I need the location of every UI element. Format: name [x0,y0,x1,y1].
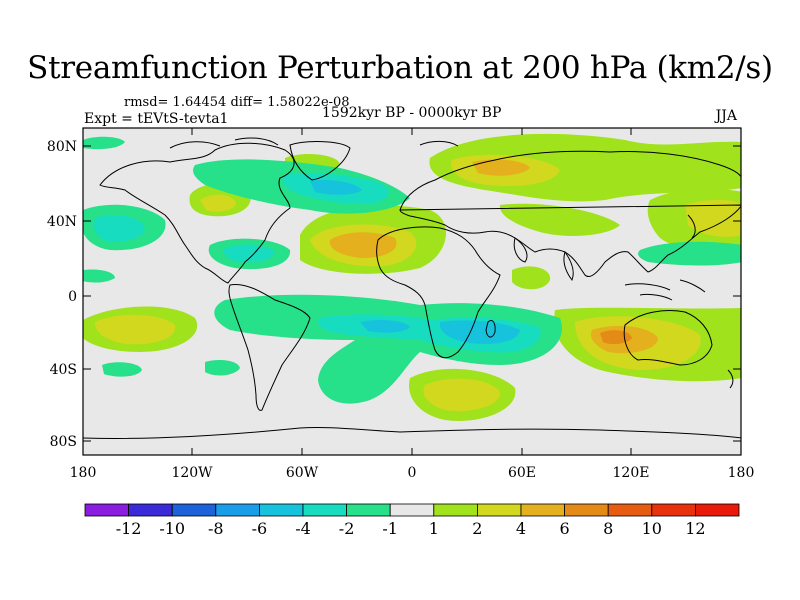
period-label: 1592kyr BP - 0000kyr BP [322,105,502,121]
colorbar-label: -4 [295,519,311,538]
colorbar-label: 12 [685,519,705,538]
colorbar-swatch [84,503,129,517]
map-panel [82,127,742,456]
colorbar-label: -6 [252,519,268,538]
colorbar-swatch [128,503,173,517]
colorbar-swatch [258,503,304,517]
lon-tick-label: 180 [728,465,755,481]
axis-tick-marks [83,128,741,455]
colorbar-swatch [476,503,522,517]
colorbar-label: -12 [116,519,142,538]
lon-tick-label: 60E [508,465,536,481]
colorbar-label: -1 [382,519,398,538]
colorbar-label: 4 [516,519,526,538]
colorbar-label: 8 [603,519,613,538]
colorbar-swatch [564,503,609,517]
colorbar-swatch [389,503,435,517]
contour-fills [83,133,741,421]
lat-tick-label: 40S [50,362,77,378]
colorbar [84,503,740,517]
lat-tick-label: 0 [68,289,77,305]
colorbar-swatch [695,503,740,517]
plot-title: Streamfunction Perturbation at 200 hPa (… [27,50,773,86]
lon-tick-label: 60W [286,465,319,481]
colorbar-label: -10 [159,519,185,538]
colorbar-label: 1 [429,519,439,538]
lat-tick-label: 80S [50,434,77,450]
lon-tick-label: 180 [70,465,97,481]
colorbar-swatch [171,503,217,517]
colorbar-swatch [651,503,696,517]
lon-tick-label: 0 [408,465,417,481]
experiment-label: Expt = tEVtS-tevta1 [84,111,229,127]
colorbar-swatch [215,503,260,517]
colorbar-swatch [346,503,391,517]
colorbar-label: -8 [208,519,224,538]
colorbar-swatch [302,503,347,517]
colorbar-label: 10 [642,519,662,538]
colorbar-labels: -12 -10 -8 -6 -4 -2 -1 1 2 4 6 8 10 12 [116,519,706,538]
season-label: JJA [715,108,737,124]
rmsd-diff-stats: rmsd= 1.64454 diff= 1.58022e-08 [124,95,350,110]
colorbar-swatch [607,503,653,517]
colorbar-swatch [520,503,565,517]
colorbar-swatch [433,503,478,517]
lat-tick-label: 40N [47,214,77,230]
colorbar-label: 2 [472,519,482,538]
lat-tick-label: 80N [47,139,77,155]
coastlines [83,137,741,439]
colorbar-label: 6 [560,519,570,538]
lon-tick-label: 120W [171,465,213,481]
lon-tick-label: 120E [613,465,650,481]
colorbar-label: -2 [339,519,355,538]
